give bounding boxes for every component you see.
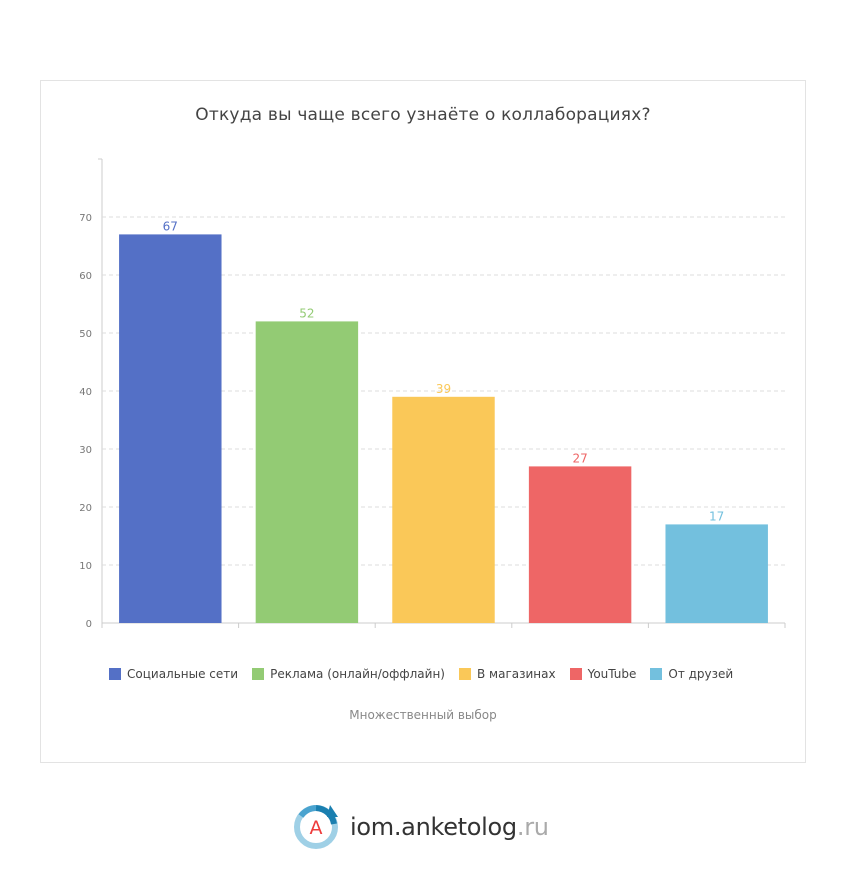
chart-card: Откуда вы чаще всего узнаёте о коллабора… xyxy=(40,80,806,763)
logo-letter: A xyxy=(310,817,323,839)
y-tick-label: 60 xyxy=(79,271,92,282)
legend-item[interactable]: YouTube xyxy=(569,667,637,681)
legend-swatch xyxy=(650,668,663,680)
y-tick-label: 10 xyxy=(79,561,92,572)
bar xyxy=(119,234,222,623)
legend-swatch xyxy=(569,668,582,680)
bar xyxy=(392,396,495,623)
legend-swatch xyxy=(252,668,265,680)
legend-item[interactable]: В магазинах xyxy=(458,667,556,681)
legend-item[interactable]: От друзей xyxy=(650,667,733,681)
y-tick-label: 70 xyxy=(79,213,92,224)
y-tick-label: 40 xyxy=(79,387,92,398)
legend-label: Реклама (онлайн/оффлайн) xyxy=(270,667,445,681)
chart-note: Множественный выбор xyxy=(349,708,497,722)
bar-value-label: 52 xyxy=(299,306,314,320)
legend-label: YouTube xyxy=(587,667,637,681)
bar xyxy=(255,321,359,623)
y-tick-label: 20 xyxy=(79,503,92,514)
y-tick-label: 30 xyxy=(79,445,92,456)
legend-label: От друзей xyxy=(668,667,734,681)
chart-legend: Социальные сети Реклама (онлайн/оффлайн) В… xyxy=(109,667,733,681)
site-name: iom.anketolog.ru xyxy=(350,813,549,841)
legend-item[interactable]: Социальные сети xyxy=(109,667,238,681)
bar xyxy=(665,524,768,623)
y-tick-label: 50 xyxy=(79,329,92,340)
legend-swatch xyxy=(458,668,471,680)
chart-title: Откуда вы чаще всего узнаёте о коллабора… xyxy=(195,105,651,125)
legend-swatch xyxy=(109,668,121,680)
y-tick-label: 0 xyxy=(86,619,92,630)
bar-value-label: 67 xyxy=(163,219,178,233)
bar-chart: 0 10 20 30 40 50 60 70 67 52 39 27 17 xyxy=(79,158,786,630)
legend-label: В магазинах xyxy=(476,667,556,681)
site-tld: .ru xyxy=(516,813,549,841)
bar-value-label: 17 xyxy=(709,509,724,523)
bar-value-label: 39 xyxy=(436,382,451,396)
site-domain: iom.anketolog xyxy=(350,813,517,841)
bar xyxy=(528,466,632,623)
legend-item[interactable]: Реклама (онлайн/оффлайн) xyxy=(252,667,445,681)
bar-value-label: 27 xyxy=(572,451,587,465)
anketolog-logo-icon: A xyxy=(294,805,338,849)
footer-brand[interactable]: A iom.anketolog.ru xyxy=(292,803,549,851)
legend-label: Социальные сети xyxy=(127,667,239,681)
